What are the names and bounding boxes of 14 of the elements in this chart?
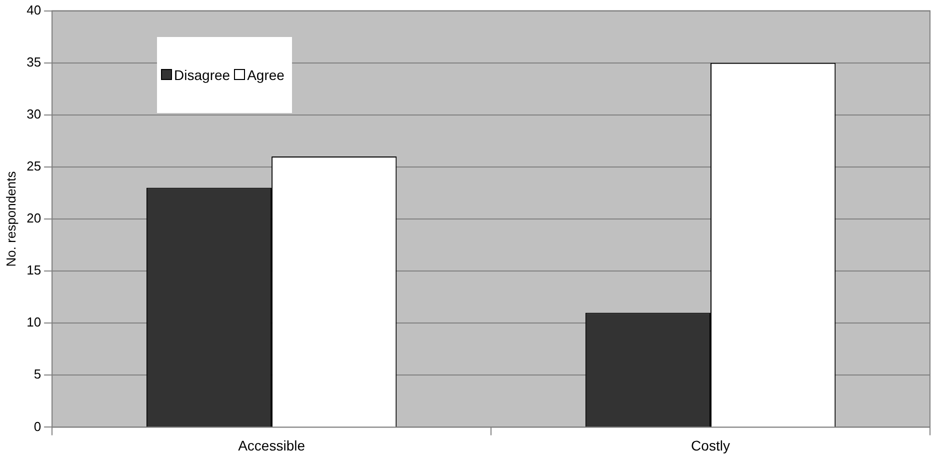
y-tick-label: 35: [26, 54, 42, 70]
y-tick-label: 5: [34, 366, 42, 382]
y-tick-label: 30: [26, 106, 42, 122]
legend-label: Disagree: [174, 66, 230, 83]
y-axis-title: No. respondents: [3, 170, 18, 267]
y-tick-label: 15: [26, 262, 42, 278]
y-tick-label: 10: [26, 314, 42, 330]
legend-label: Agree: [247, 66, 284, 83]
x-tick-label: Accessible: [238, 437, 306, 454]
y-tick-label: 20: [26, 210, 42, 226]
x-tick-label: Costly: [691, 437, 730, 454]
y-tick-label: 40: [26, 2, 42, 18]
y-tick-label: 0: [34, 418, 42, 434]
y-tick-label: 25: [26, 158, 42, 174]
